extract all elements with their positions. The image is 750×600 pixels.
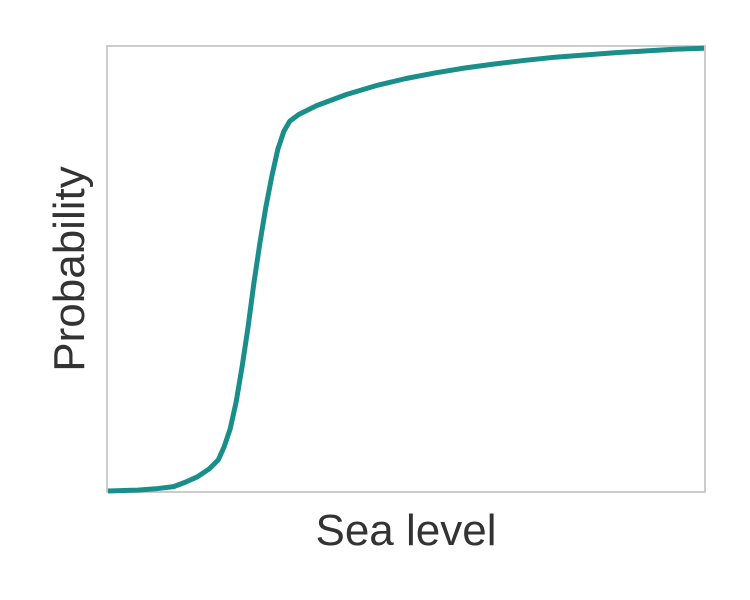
- series-layer: [107, 45, 705, 494]
- plot-area-frame: [106, 45, 706, 493]
- series-line-0: [107, 45, 705, 494]
- x-axis-label: Sea level: [315, 506, 496, 555]
- y-axis-label: Probability: [45, 166, 94, 371]
